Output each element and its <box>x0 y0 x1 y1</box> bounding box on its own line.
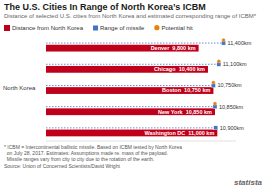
source: Source: Union of Concerned Scientists/Da… <box>4 163 120 169</box>
distance-label: 11,000 km <box>188 130 214 136</box>
chart: The U.S. Cities In Range of North Korea’… <box>0 0 266 189</box>
range-label: 11,100km <box>223 61 247 67</box>
distance-label: 9,800 km <box>172 45 195 51</box>
range-line <box>46 85 213 86</box>
bar-label: Boston 10,750 km <box>162 87 210 93</box>
hit-marker <box>213 102 217 106</box>
range-label: 11,400km <box>228 40 252 46</box>
range-line <box>46 43 224 44</box>
subtitle-line: Distance of selected U.S. cities from No… <box>4 13 257 19</box>
range-line <box>46 64 219 65</box>
distance-label: 10,750 km <box>184 87 210 93</box>
legend-swatch <box>4 25 10 31</box>
origin-label: North Korea <box>3 85 36 91</box>
x-axis-line <box>46 141 236 142</box>
city-label: Chicago <box>154 66 179 72</box>
hit-marker <box>212 81 216 85</box>
distance-label: 10,850 km <box>186 109 212 115</box>
range-line <box>46 127 216 128</box>
legend-swatch <box>154 25 159 30</box>
distance-label: 10,400 km <box>179 66 205 72</box>
footnote-line: Missile ranges vary from city to city du… <box>4 156 154 162</box>
bar <box>46 66 208 73</box>
brand: statista <box>234 178 263 187</box>
range-label: 10,900km <box>220 125 245 131</box>
legend-label: Potential hit <box>161 25 193 31</box>
legend: Distance from North Korea Range of missil… <box>4 25 193 31</box>
bar <box>46 45 199 52</box>
range-line <box>46 106 215 107</box>
plot-area <box>46 38 226 136</box>
legend-label: Range of missile <box>100 25 145 31</box>
hit-marker <box>222 38 226 42</box>
bar-label: New York 10,850 km <box>158 109 212 115</box>
bar-label: Washington DC 11,000 km <box>145 130 215 136</box>
subtitle: Distance of selected U.S. cities from No… <box>4 13 257 19</box>
range-label: 10,850km <box>219 104 244 110</box>
title: The U.S. Cities In Range of North Korea’… <box>4 2 206 12</box>
city-label: New York <box>158 109 186 115</box>
city-label: Boston <box>162 87 184 93</box>
footnote: * ICBM = Intercontinental ballistic miss… <box>4 144 182 162</box>
legend-label: Distance from North Korea <box>12 25 84 31</box>
bar <box>46 87 213 94</box>
legend-swatch <box>93 26 98 31</box>
bar-label: Chicago 10,400 km <box>154 66 205 72</box>
city-label: Denver <box>151 45 173 51</box>
bar <box>46 108 215 115</box>
bar-label: Denver 9,800 km <box>151 45 196 51</box>
bar <box>46 130 217 137</box>
labels: 11,400km Denver 9,800 km 11,100km Chicago 1… <box>145 40 252 136</box>
city-label: Washington DC <box>145 130 189 136</box>
range-label: 10,750km <box>217 82 242 88</box>
hit-marker <box>217 59 221 63</box>
range-marker <box>214 126 218 130</box>
